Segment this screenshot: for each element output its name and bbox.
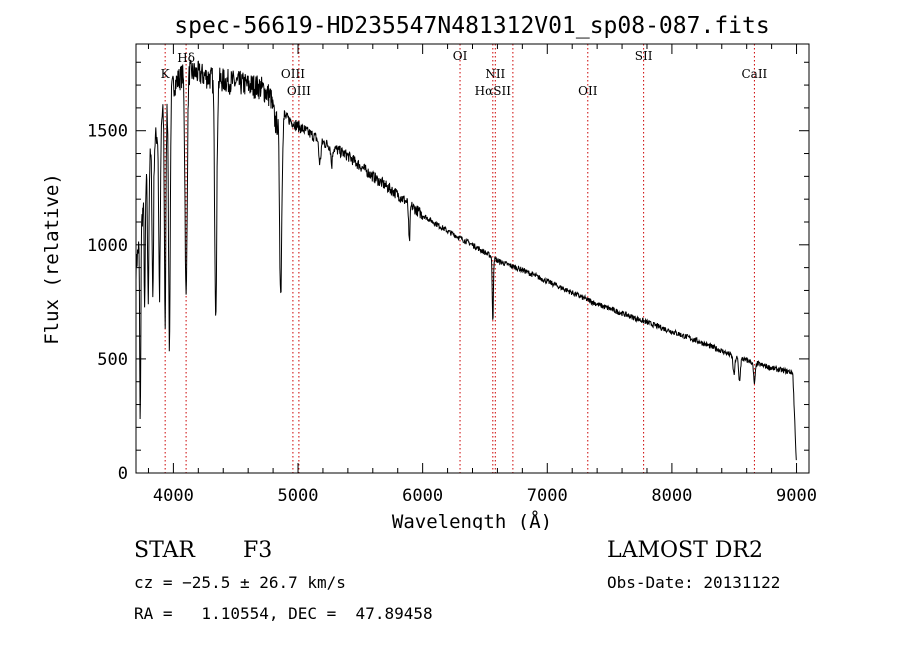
x-tick-label: 6000: [402, 486, 443, 506]
line-marker-label: NII: [485, 67, 505, 81]
line-marker-label: OIII: [287, 84, 311, 98]
axes: 4000 5000 6000 7000 8000 9000 0 500 1000 1500: [87, 44, 817, 506]
line-marker-label: Hδ: [177, 51, 195, 65]
x-tick-label: 7000: [527, 486, 568, 506]
line-marker-label: OII: [578, 84, 598, 98]
emission-line-markers: K Hδ OIII OIII OI NII HαSII OII SII CaII: [161, 44, 768, 473]
line-marker-label: SII: [635, 49, 653, 63]
obs-date: Obs-Date: 20131122: [607, 573, 781, 592]
object-class: STAR: [134, 538, 195, 563]
spectrum-line: [135, 59, 797, 461]
line-marker-label: HαSII: [475, 84, 512, 98]
coordinates: RA = 1.10554, DEC = 47.89458: [134, 604, 433, 623]
spectrum-chart: spec-56619-HD235547N481312V01_sp08-087.f…: [41, 13, 817, 530]
chart-title: spec-56619-HD235547N481312V01_sp08-087.f…: [174, 13, 769, 39]
x-tick-label: 5000: [278, 486, 319, 506]
x-tick-label: 8000: [651, 486, 692, 506]
line-marker-label: OIII: [281, 67, 305, 81]
redshift-text: cz = −25.5 ± 26.7 km/s: [134, 573, 346, 592]
line-marker-label: CaII: [741, 67, 767, 81]
plot-frame: [135, 43, 810, 474]
object-subclass: F3: [243, 538, 273, 563]
y-axis-label: Flux (relative): [41, 173, 63, 345]
x-tick-label: 9000: [776, 486, 817, 506]
line-marker-label: K: [161, 67, 171, 81]
line-marker-label: OI: [453, 49, 468, 63]
y-tick-label: 500: [97, 350, 128, 370]
survey-name: LAMOST DR2: [607, 538, 763, 563]
x-axis-label: Wavelength (Å): [392, 510, 552, 530]
y-tick-label: 1500: [87, 122, 128, 142]
y-tick-label: 0: [118, 464, 128, 484]
y-tick-label: 1000: [87, 236, 128, 256]
x-tick-label: 4000: [153, 486, 194, 506]
